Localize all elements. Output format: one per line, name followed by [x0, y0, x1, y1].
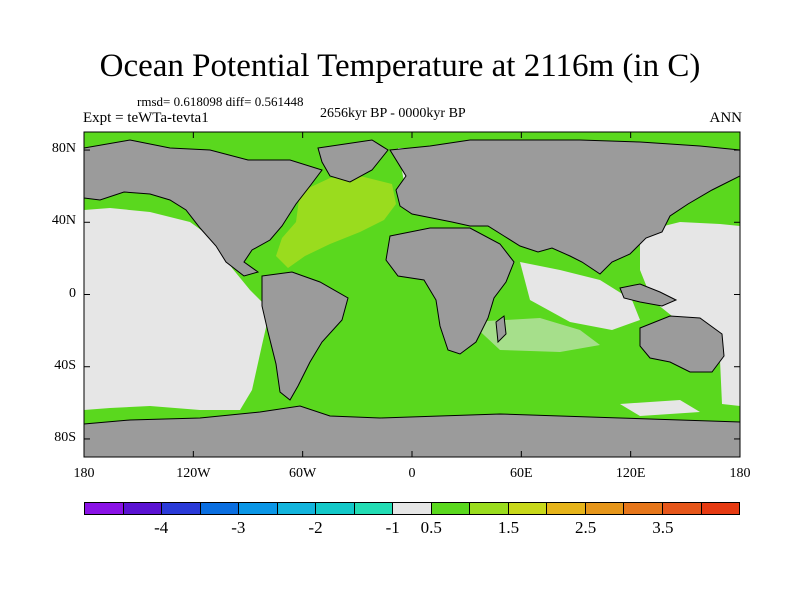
season-label: ANN	[709, 110, 743, 126]
colorbar-label: -3	[231, 518, 246, 537]
colorbar-label: -4	[154, 518, 169, 537]
colorbar-swatch	[431, 503, 471, 514]
lat-tick-label: 80N	[51, 141, 76, 157]
stats-text: rmsd= 0.618098 diff= 0.561448	[137, 94, 304, 109]
colorbar-label: -2	[308, 518, 323, 537]
colorbar-label: 0.5	[420, 518, 442, 537]
north-atlantic-warm-region	[276, 176, 396, 268]
colorbar-swatch	[393, 503, 432, 514]
colorbar	[84, 502, 740, 515]
colorbar-label: 2.5	[575, 518, 597, 537]
lon-tick-label: 60E	[510, 466, 533, 481]
period-text: 2656kyr BP - 0000kyr BP	[320, 106, 466, 121]
colorbar-label: 1.5	[497, 518, 520, 537]
landmasses	[84, 139, 740, 457]
lon-tick-label: 120W	[176, 466, 211, 481]
colorbar-swatch	[277, 503, 317, 514]
colorbar-swatch	[200, 503, 240, 514]
colorbar-swatch	[85, 503, 124, 514]
experiment-label: Expt = teWTa-tevta1	[83, 110, 209, 126]
colorbar-swatch	[354, 503, 394, 514]
colorbar-swatch	[162, 503, 201, 514]
lon-tick-label: 120E	[615, 466, 646, 481]
colorbar-swatch	[547, 503, 586, 514]
lat-tick-label: 40N	[51, 213, 76, 229]
chart-title: Ocean Potential Temperature at 2116m (in…	[99, 48, 701, 84]
colorbar-swatch	[585, 503, 625, 514]
colorbar-swatch	[508, 503, 548, 514]
colorbar-swatch	[624, 503, 663, 514]
colorbar-swatch	[239, 503, 278, 514]
lon-tick-label: 60W	[289, 466, 317, 481]
colorbar-label: 3.5	[652, 518, 674, 537]
colorbar-swatch	[701, 503, 740, 514]
lon-tick-label: 180	[729, 466, 751, 481]
lon-tick-label: 180	[73, 466, 95, 481]
lat-tick-label: 40S	[54, 357, 76, 373]
lat-tick-label: 0	[69, 285, 76, 301]
colorbar-swatch	[662, 503, 702, 514]
axis-ticks	[83, 132, 741, 457]
lat-tick-label: 80S	[54, 429, 76, 445]
colorbar-swatch	[316, 503, 355, 514]
colorbar-label: -1	[385, 518, 400, 537]
lon-tick-label: 0	[408, 466, 416, 481]
colorbar-swatch	[470, 503, 509, 514]
colorbar-swatch	[123, 503, 163, 514]
